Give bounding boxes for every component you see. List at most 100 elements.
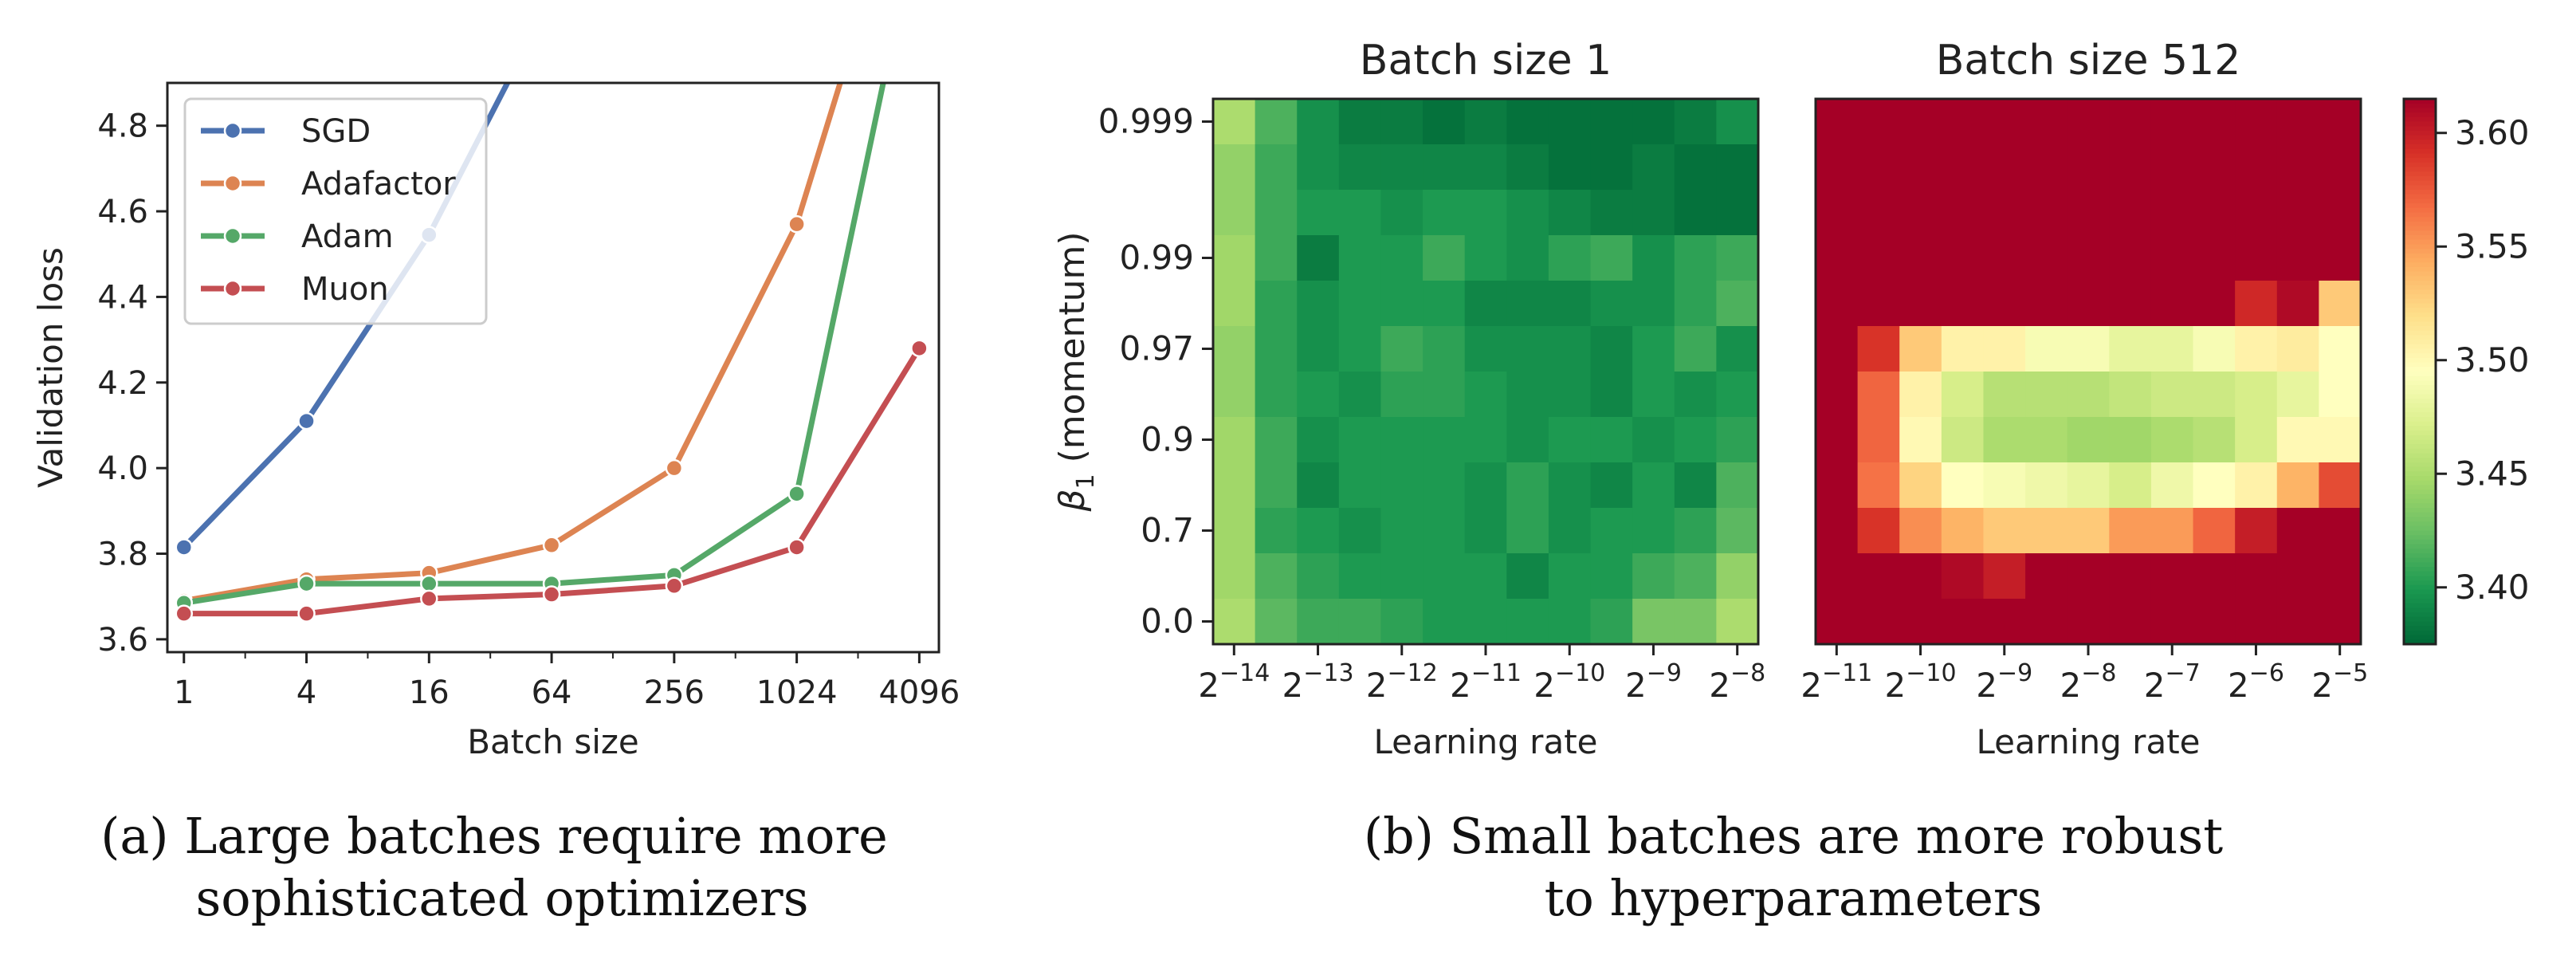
heatmap-cell: [2193, 190, 2236, 236]
colorbar-strip: [2404, 407, 2436, 414]
heatmap-cell: [1816, 99, 1859, 145]
colorbar-strip: [2404, 340, 2436, 345]
colorbar-strip: [2404, 330, 2436, 336]
data-point-adam: [297, 574, 316, 593]
colorbar-strip: [2404, 421, 2436, 427]
colorbar-strip: [2404, 417, 2436, 423]
heatmap-cell: [2025, 190, 2068, 236]
heatmap-cell: [1213, 235, 1256, 281]
colorbar-strip: [2404, 253, 2436, 259]
colorbar-strip: [2404, 258, 2436, 263]
heatmap-cell: [1423, 144, 1466, 191]
heatmap-cell: [1632, 508, 1675, 554]
heatmap-cell: [1716, 372, 1759, 418]
colorbar-strip: [2404, 140, 2436, 145]
heatmap-cell: [1338, 372, 1382, 418]
heatmap-cell: [1674, 462, 1717, 509]
heatmap-cell: [2319, 508, 2362, 554]
heatmap-cell: [2276, 326, 2319, 372]
colorbar-strip: [2404, 412, 2436, 418]
heatmap-cell: [1423, 553, 1466, 600]
series-line-muon: [181, 345, 922, 617]
heatmap-cell: [1899, 190, 1942, 236]
colorbar-strip: [2404, 589, 2436, 596]
colorbar-strip: [2404, 508, 2436, 513]
heatmap-cell: [1506, 326, 1549, 372]
heatmap-cell: [2109, 462, 2152, 509]
heatmap-cell: [2319, 190, 2362, 236]
colorbar-strip: [2404, 544, 2436, 550]
heatmap-cell: [1983, 599, 2026, 645]
colorbar-strip: [2404, 535, 2436, 541]
heatmap-cell: [1297, 599, 1340, 645]
colorbar-strip: [2404, 99, 2436, 104]
heatmap-cell: [1983, 281, 2026, 327]
caption-a-line2: sophisticated optimizers: [195, 869, 809, 927]
heatmap-cell: [1716, 281, 1759, 327]
heatmap-cell: [1590, 462, 1633, 509]
colorbar-strip: [2404, 444, 2436, 450]
colorbar-strip: [2404, 594, 2436, 600]
heatmap-cell: [2276, 553, 2319, 600]
heatmap-cell: [1338, 462, 1382, 509]
heatmap-cell: [1983, 462, 2026, 509]
heatmap-cells-b512: [1816, 99, 2362, 645]
heatmap-cell: [1716, 553, 1759, 600]
heatmap-cell: [2319, 281, 2362, 327]
heatmap-cell: [2319, 235, 2362, 281]
colorbar-strip: [2404, 148, 2436, 155]
colorbar-strip: [2404, 271, 2436, 277]
colorbar-strip: [2404, 426, 2436, 431]
colorbar-strip: [2404, 321, 2436, 327]
x-tick-label: 2−11: [1800, 659, 1872, 705]
colorbar-strip: [2404, 207, 2436, 214]
heatmap-cell: [2193, 508, 2236, 554]
legend-marker-adam: [223, 226, 242, 246]
heatmap-cell: [1213, 99, 1256, 145]
heatmap-cell: [1213, 599, 1256, 645]
colorbar-strip: [2404, 517, 2436, 522]
heatmap-cell: [1941, 462, 1985, 509]
heatmap-cell: [1506, 235, 1549, 281]
heatmap-cell: [2276, 417, 2319, 463]
colorbar-strip: [2404, 162, 2436, 168]
heatmap-cell: [1899, 372, 1942, 418]
colorbar-strip: [2404, 431, 2436, 436]
heatmap-cell: [1632, 372, 1675, 418]
colorbar-strip: [2404, 567, 2436, 572]
heatmap-cell: [2109, 281, 2152, 327]
colorbar-strip: [2404, 289, 2436, 295]
heatmap-cell: [1857, 281, 1900, 327]
heatmap-cell: [2025, 235, 2068, 281]
heatmap-cell: [2150, 417, 2194, 463]
caption-a-line1: (a) Large batches require more: [100, 807, 888, 865]
heatmap-cell: [1255, 99, 1298, 145]
heatmap-cell: [1213, 144, 1256, 191]
heatmap-cell: [1423, 599, 1466, 645]
colorbar-strip: [2404, 190, 2436, 195]
legend: SGD Adafactor Adam Muon: [183, 97, 488, 325]
heatmap-cell: [1590, 417, 1633, 463]
heatmap-cell: [1506, 372, 1549, 418]
heatmap-cell: [2319, 462, 2362, 509]
heatmap-cell: [2067, 462, 2110, 509]
heatmap-cell: [1548, 99, 1592, 145]
heatmap-batch-size-1: Batch size 1 2−14 2−13 2−12 2−11 2−10 2−9 2−8 …: [1052, 37, 1765, 761]
heatmap-cell: [2150, 553, 2194, 600]
heatmap-cell: [1297, 508, 1340, 554]
heatmap-cell: [2276, 281, 2319, 327]
heatmap-cell: [2067, 235, 2110, 281]
data-point-adafactor: [787, 214, 806, 234]
heatmap-cell: [1338, 326, 1382, 372]
colorbar-gradient: [2404, 99, 2436, 645]
heatmap-cell: [1716, 190, 1759, 236]
heatmap-cell: [1380, 372, 1423, 418]
heatmap-cell: [1213, 326, 1256, 372]
heatmap-cell: [1816, 508, 1859, 554]
colorbar-strip: [2404, 458, 2436, 463]
data-point-adam: [420, 574, 438, 593]
heatmap-cell: [1816, 144, 1859, 191]
heatmap-cell: [1548, 462, 1592, 509]
data-point-muon: [542, 585, 561, 604]
heatmap-cell: [1983, 508, 2026, 554]
